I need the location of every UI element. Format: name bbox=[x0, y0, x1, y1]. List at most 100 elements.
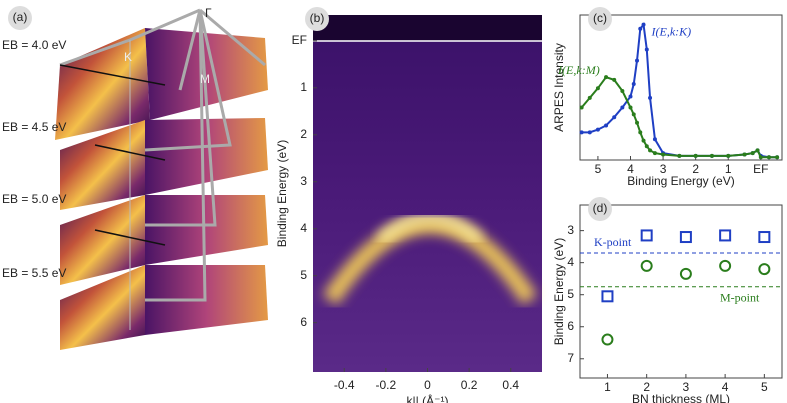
y-tick-label: 6 bbox=[300, 315, 307, 329]
panel-badge bbox=[588, 197, 612, 221]
x-axis-label: BN thickness (ML) bbox=[632, 392, 730, 403]
point bbox=[641, 22, 646, 27]
y-tick-label: 7 bbox=[567, 351, 574, 365]
point bbox=[620, 88, 625, 93]
marker bbox=[758, 231, 771, 244]
plot-frame bbox=[579, 204, 783, 379]
energy-label: EB = 4.5 eV bbox=[2, 120, 66, 134]
point bbox=[709, 153, 714, 158]
x-tick-label: 3 bbox=[683, 380, 690, 394]
panel-label: (a) bbox=[13, 10, 28, 24]
point bbox=[638, 26, 643, 31]
x-tick-label: 5 bbox=[761, 380, 768, 394]
panel-a: (a) Γ K M EB = 4.0 eV EB = 4.5 eV bbox=[2, 6, 268, 350]
point bbox=[638, 130, 643, 135]
point bbox=[579, 105, 584, 110]
y-tick-label: 4 bbox=[567, 255, 574, 269]
y-tick-label: 3 bbox=[300, 174, 307, 188]
energy-label: EB = 5.0 eV bbox=[2, 192, 66, 206]
point bbox=[644, 144, 649, 149]
x-tick-label: -0.2 bbox=[376, 378, 397, 392]
y-tick-label: 2 bbox=[300, 127, 307, 141]
y-axis-label: Binding Energy (eV) bbox=[552, 238, 566, 345]
series-label: K-point bbox=[594, 235, 632, 249]
series-label: M-point bbox=[720, 290, 760, 304]
marker bbox=[679, 231, 692, 244]
x-axis-label: Binding Energy (eV) bbox=[627, 174, 734, 188]
point bbox=[628, 94, 633, 99]
x-tick-label: 4 bbox=[722, 380, 729, 394]
point bbox=[635, 58, 640, 63]
point bbox=[604, 75, 609, 80]
panel-label: (b) bbox=[310, 11, 325, 25]
point bbox=[648, 95, 653, 100]
point bbox=[750, 151, 755, 156]
marker bbox=[601, 290, 614, 303]
marker bbox=[640, 259, 653, 272]
point bbox=[595, 127, 600, 132]
energy-label: EB = 5.5 eV bbox=[2, 266, 66, 280]
point bbox=[579, 130, 584, 135]
point bbox=[758, 155, 763, 160]
panel-badge bbox=[588, 7, 612, 31]
x-tick-label: -0.4 bbox=[334, 378, 355, 392]
y-tick-label: 4 bbox=[300, 221, 307, 235]
marker bbox=[601, 333, 614, 346]
point bbox=[628, 105, 633, 110]
marker bbox=[758, 263, 771, 276]
x-tick-label: 0 bbox=[424, 378, 431, 392]
point bbox=[755, 148, 760, 153]
y-tick-label: 5 bbox=[300, 268, 307, 282]
marker bbox=[679, 267, 692, 280]
point bbox=[635, 120, 640, 125]
y-tick-label: 1 bbox=[300, 80, 307, 94]
series-label: I(E,k:K) bbox=[651, 24, 692, 38]
point bbox=[677, 153, 682, 158]
x-tick-label: 0.2 bbox=[461, 378, 478, 392]
x-tick-label: 5 bbox=[595, 162, 602, 176]
point bbox=[612, 77, 617, 82]
energy-label: EB = 4.0 eV bbox=[2, 38, 66, 52]
m-label: M bbox=[200, 72, 210, 86]
x-tick-label: 0.4 bbox=[502, 378, 519, 392]
point bbox=[726, 153, 731, 158]
point bbox=[604, 123, 609, 128]
slabs bbox=[55, 28, 268, 350]
marker bbox=[719, 229, 732, 242]
point bbox=[652, 137, 657, 142]
point bbox=[648, 148, 653, 153]
x-tick-label: 2 bbox=[643, 380, 650, 394]
marker bbox=[719, 259, 732, 272]
point bbox=[775, 155, 780, 160]
point bbox=[766, 155, 771, 160]
panel-badge bbox=[305, 7, 329, 31]
point bbox=[587, 95, 592, 100]
k-label: K bbox=[124, 50, 132, 64]
x-axis-label: k|| (Å⁻¹) bbox=[407, 393, 449, 403]
point bbox=[652, 151, 657, 156]
x-tick-label: EF bbox=[753, 162, 768, 176]
heatmap-image bbox=[313, 15, 542, 372]
x-tick-label: 3 bbox=[660, 162, 667, 176]
y-axis-label: Binding Energy (eV) bbox=[275, 140, 289, 247]
point bbox=[661, 152, 666, 157]
panel-label: (d) bbox=[593, 201, 608, 215]
y-tick-label: EF bbox=[292, 33, 307, 47]
series-label: I(E,k:M) bbox=[557, 63, 600, 77]
gamma-label: Γ bbox=[205, 6, 212, 20]
brillouin-zone-lines bbox=[59, 8, 266, 330]
y-tick-label: 5 bbox=[567, 287, 574, 301]
panel-label: (c) bbox=[593, 11, 607, 25]
x-tick-label: 4 bbox=[627, 162, 634, 176]
point bbox=[587, 130, 592, 135]
point bbox=[641, 138, 646, 143]
x-tick-label: 1 bbox=[725, 162, 732, 176]
point bbox=[620, 105, 625, 110]
point bbox=[693, 153, 698, 158]
point bbox=[612, 115, 617, 120]
y-tick-label: 3 bbox=[567, 223, 574, 237]
panel-badge bbox=[8, 6, 32, 30]
series-line bbox=[580, 75, 778, 159]
